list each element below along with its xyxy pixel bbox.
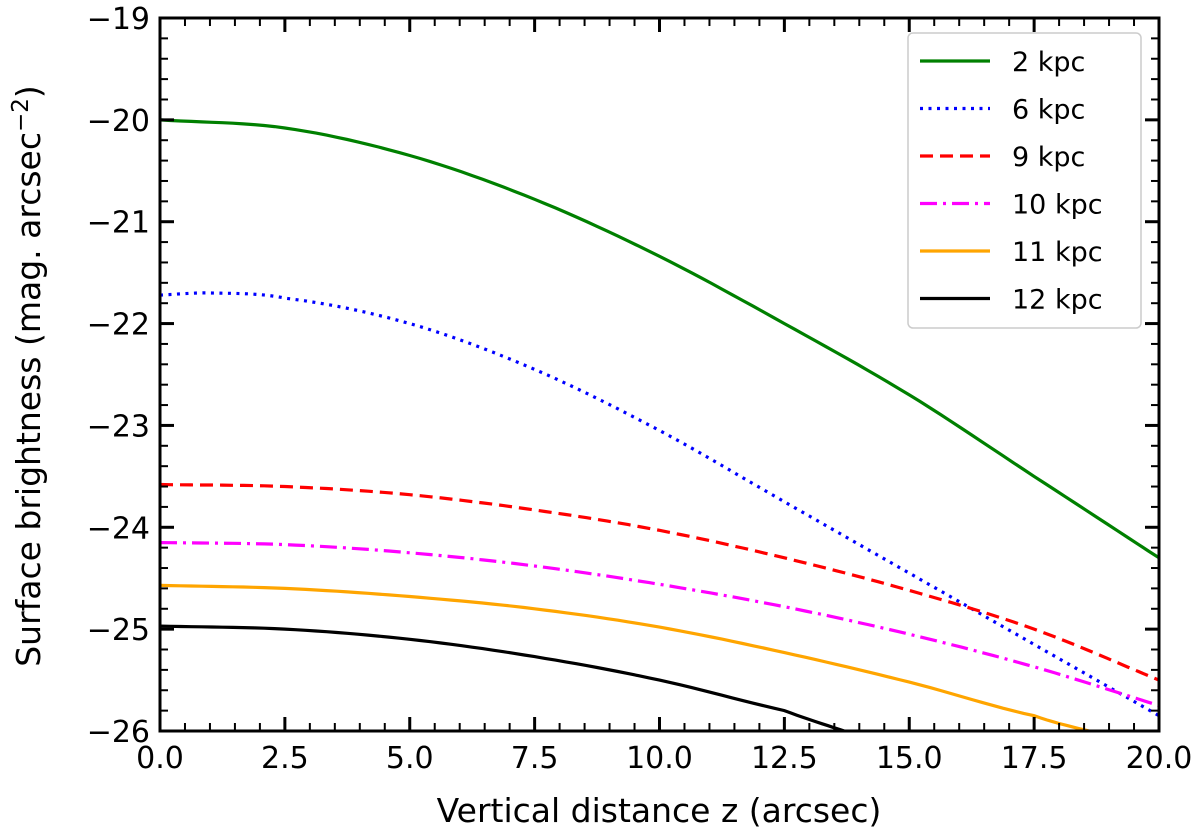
y-axis-label: Surface brightness (mag. arcsec−2) bbox=[8, 85, 48, 667]
series-line-5 bbox=[160, 624, 850, 731]
ticks-layer: 0.0 2.5 5.0 7.5 10.0 12.5 15.0 17.5 20.0 −19 −20 −2… bbox=[87, 2, 1193, 776]
y-tick-label: −19 bbox=[87, 2, 150, 37]
series-layer bbox=[160, 118, 1159, 731]
x-axis-label: Vertical distance z (arcsec) bbox=[437, 791, 882, 830]
y-tick-label: −25 bbox=[87, 613, 150, 648]
y-axis-label-exponent: −2 bbox=[8, 98, 34, 132]
x-tick-label: 17.5 bbox=[1001, 741, 1068, 776]
y-axis-label-main: Surface brightness (mag. arcsec bbox=[9, 132, 48, 667]
series-line-3 bbox=[160, 541, 1159, 708]
y-tick-label: −24 bbox=[87, 511, 150, 546]
x-tick-label: 20.0 bbox=[1126, 741, 1193, 776]
series-line-2 bbox=[160, 482, 1159, 682]
series-line-0 bbox=[160, 118, 1159, 560]
x-tick-label: 7.5 bbox=[511, 741, 559, 776]
legend-label: 11 kpc bbox=[1012, 237, 1103, 268]
legend-label: 9 kpc bbox=[1012, 142, 1085, 173]
y-tick-label: −26 bbox=[87, 715, 150, 750]
plot-frame bbox=[158, 16, 1161, 733]
x-tick-label: 2.5 bbox=[261, 741, 309, 776]
y-tick-label: −20 bbox=[87, 104, 150, 139]
series-line-1 bbox=[160, 291, 1159, 718]
x-tick-label: 12.5 bbox=[751, 741, 818, 776]
x-tick-label: 0.0 bbox=[136, 741, 184, 776]
y-tick-label: −21 bbox=[87, 206, 150, 241]
x-tick-label: 10.0 bbox=[626, 741, 693, 776]
y-tick-label: −22 bbox=[87, 308, 150, 343]
legend-label: 6 kpc bbox=[1012, 95, 1085, 126]
x-tick-label: 5.0 bbox=[386, 741, 434, 776]
y-tick-label: −23 bbox=[87, 409, 150, 444]
series-line-4 bbox=[160, 583, 1096, 731]
legend-box bbox=[907, 32, 1142, 329]
y-axis-label-close: ) bbox=[9, 85, 48, 98]
x-tick-label: 15.0 bbox=[876, 741, 943, 776]
legend-label: 12 kpc bbox=[1012, 285, 1103, 316]
legend: 2 kpc 6 kpc 9 kpc 10 kpc 11 kpc 12 kpc bbox=[907, 32, 1142, 329]
legend-label: 10 kpc bbox=[1012, 190, 1103, 221]
legend-label: 2 kpc bbox=[1012, 47, 1085, 78]
